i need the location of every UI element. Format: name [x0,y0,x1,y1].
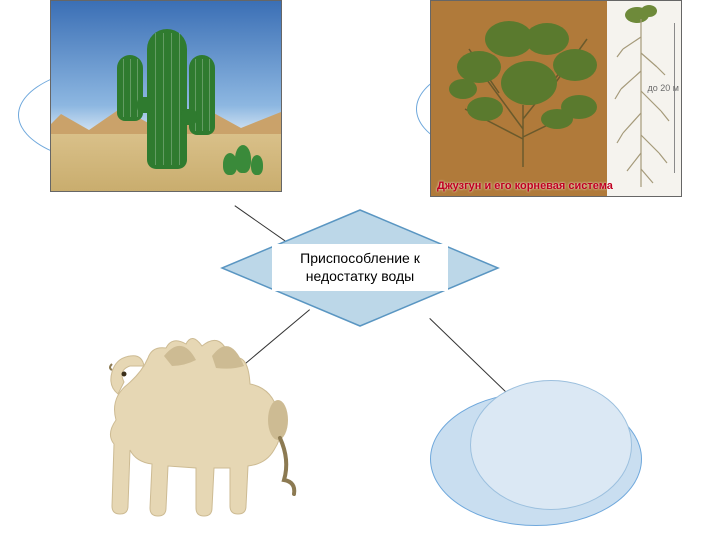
root-depth-label: до 20 м [648,83,679,93]
center-text-line2: недостатку воды [306,268,414,284]
center-text-line1: Приспособление к [300,250,420,266]
cactus-image [50,0,282,192]
shrub-root-image: до 20 м Джузгун и его корневая система [430,0,682,197]
empty-ellipse-inner [470,380,632,510]
camel-image [88,310,308,520]
shrub-caption: Джузгун и его корневая система [437,180,677,192]
diagram-stage: до 20 м Джузгун и его корневая система П… [0,0,720,540]
center-textbox: Приспособление к недостатку воды [272,244,448,291]
